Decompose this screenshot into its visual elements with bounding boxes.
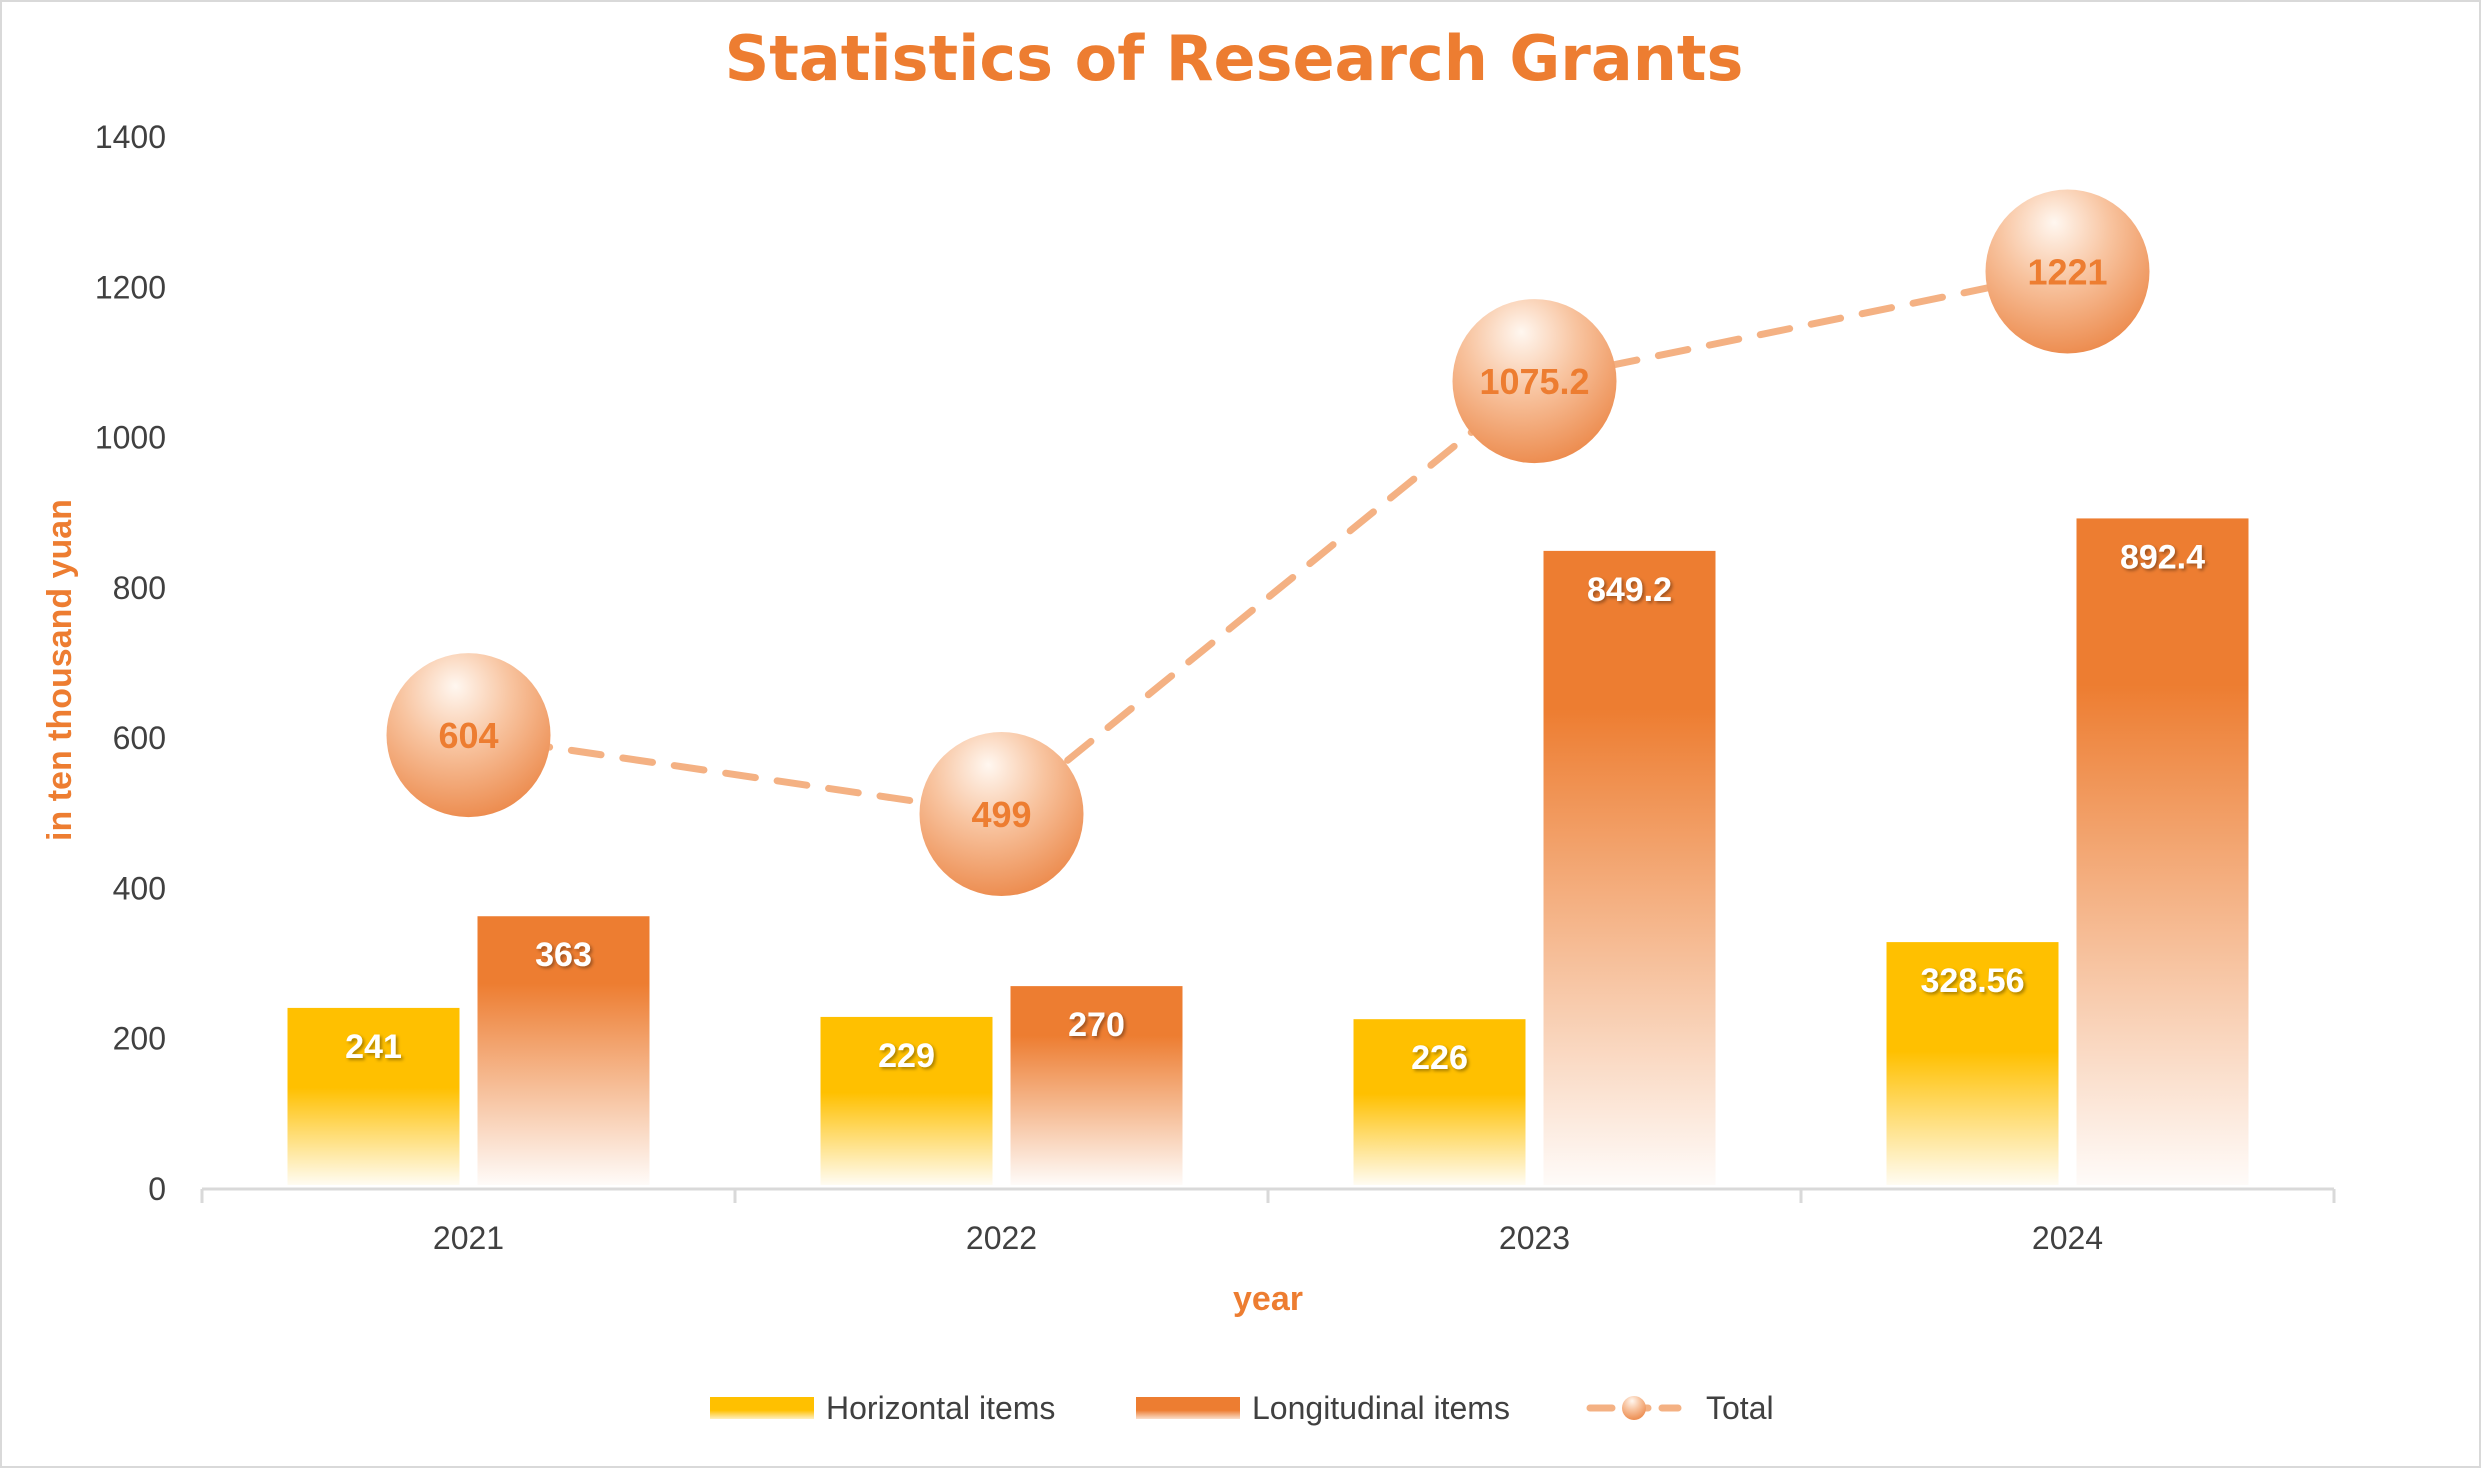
y-tick-label: 0 [148, 1171, 166, 1207]
longitudinal-bar [2076, 518, 2249, 1185]
legend-label-total: Total [1706, 1390, 1774, 1426]
y-tick-label: 1000 [95, 420, 166, 456]
total-label: 1221 [2027, 252, 2107, 293]
longitudinal-bar-label: 363 [535, 936, 592, 974]
x-tick-label: 2022 [966, 1220, 1037, 1256]
horizontal-bar [820, 1016, 993, 1185]
x-tick-label: 2021 [433, 1220, 504, 1256]
legend-swatch-longitudinal [1136, 1397, 1240, 1419]
horizontal-bar-label: 226 [1411, 1039, 1468, 1077]
longitudinal-bar [477, 916, 650, 1185]
total-label: 499 [971, 794, 1031, 835]
legend-label-horizontal: Horizontal items [826, 1390, 1055, 1426]
total-label: 1075.2 [1479, 361, 1589, 402]
legend-swatch-total-marker [1622, 1396, 1646, 1420]
total-marker [386, 653, 551, 818]
horizontal-bar [1886, 942, 2059, 1185]
total-label: 604 [438, 715, 498, 756]
chart-title: Statistics of Research Grants [725, 22, 1744, 95]
total-line: 604 499 1075.2 1221 [386, 189, 2150, 897]
longitudinal-bar [1543, 550, 1716, 1185]
horizontal-bar-label: 241 [345, 1028, 402, 1066]
y-tick-label: 400 [113, 870, 166, 906]
horizontal-bar-label: 328.56 [1921, 962, 2025, 1000]
horizontal-bar [287, 1007, 460, 1185]
x-tick-label: 2024 [2032, 1220, 2103, 1256]
total-marker [1452, 299, 1617, 464]
legend-label-longitudinal: Longitudinal items [1252, 1390, 1510, 1426]
y-tick-label: 1200 [95, 269, 166, 305]
x-axis: 2021 2022 2023 2024 [200, 1187, 2336, 1256]
y-tick-label: 200 [113, 1021, 166, 1057]
x-axis-title: year [1233, 1280, 1303, 1318]
horizontal-bar [1353, 1019, 1526, 1185]
y-tick-label: 1400 [95, 119, 166, 155]
legend-swatch-horizontal [710, 1397, 814, 1419]
total-marker [919, 732, 1084, 897]
total-line-path [465, 268, 2071, 818]
longitudinal-bar-label: 892.4 [2120, 538, 2205, 576]
x-tick-label: 2023 [1499, 1220, 1570, 1256]
y-axis-ticks: 0 200 400 600 800 1000 1200 1400 [95, 119, 166, 1207]
longitudinal-bar-label: 270 [1068, 1006, 1125, 1044]
total-marker [1985, 189, 2150, 354]
legend: Horizontal items Longitudinal items Total [710, 1390, 1774, 1426]
longitudinal-bar [1010, 986, 1183, 1185]
bars: 241 363 229 270 226 849.2 328.56 892.4 [287, 518, 2249, 1185]
y-tick-label: 800 [113, 570, 166, 606]
y-axis-title: in ten thousand yuan [41, 499, 79, 841]
horizontal-bar-label: 229 [878, 1037, 935, 1075]
longitudinal-bar-label: 849.2 [1587, 571, 1672, 609]
y-tick-label: 600 [113, 720, 166, 756]
